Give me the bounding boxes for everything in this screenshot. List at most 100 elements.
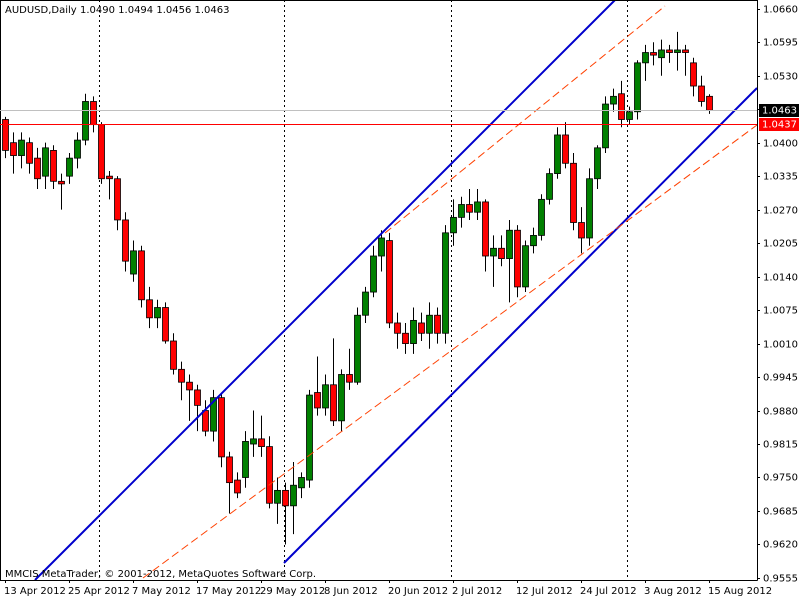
chart-title: AUDUSD,Daily — [5, 5, 77, 16]
candle-body — [338, 374, 345, 422]
level-label: 1.0437 — [762, 120, 797, 131]
candle-body — [562, 134, 569, 164]
candle-body — [74, 139, 81, 159]
candle-body — [578, 222, 585, 239]
candle-body — [242, 441, 249, 478]
y-tick-label: 0.9750 — [763, 473, 798, 484]
candle-body — [258, 438, 265, 447]
candle-body — [290, 484, 297, 507]
y-tick-label: 1.0595 — [763, 38, 798, 49]
candle-body — [650, 52, 657, 56]
candle-body — [298, 477, 305, 489]
y-tick-label: 1.0140 — [763, 273, 798, 284]
channel-line — [283, 87, 758, 564]
x-tick-label: 3 Aug 2012 — [644, 586, 702, 597]
candle-body — [234, 479, 241, 494]
candle-body — [410, 319, 417, 344]
candle-body — [658, 49, 665, 59]
candle-body — [674, 49, 681, 53]
candle-body — [450, 216, 457, 234]
candle-body — [330, 384, 337, 422]
candle-body — [58, 180, 65, 185]
y-tick-label: 1.0530 — [763, 72, 798, 83]
candle-body — [506, 229, 513, 259]
candle-body — [402, 332, 409, 344]
candle-body — [34, 157, 41, 180]
x-tick-label: 12 Jul 2012 — [516, 586, 573, 597]
candle-body — [202, 410, 209, 432]
candle-body — [354, 314, 361, 383]
x-tick-label: 17 May 2012 — [196, 586, 261, 597]
candle-body — [66, 157, 73, 177]
candle-body — [586, 178, 593, 239]
candle-body — [514, 229, 521, 288]
channel-dashed-line — [384, 5, 666, 234]
period-separators — [99, 0, 628, 580]
candle-body — [378, 237, 385, 257]
candle-body — [2, 119, 9, 151]
candle-body — [226, 456, 233, 484]
y-tick-label: 1.0075 — [763, 306, 798, 317]
candle-body — [370, 255, 377, 293]
y-tick-label: 1.0270 — [763, 206, 798, 217]
candle-body — [466, 204, 473, 213]
y-tick-label: 1.0335 — [763, 172, 798, 183]
candle-body — [130, 250, 137, 275]
channel-line — [34, 0, 616, 581]
candle-body — [114, 178, 121, 221]
bid-label: 1.0463 — [762, 106, 797, 117]
y-tick-label: 0.9685 — [763, 507, 798, 518]
x-tick-label: 24 Jul 2012 — [580, 586, 637, 597]
candle-body — [426, 314, 433, 334]
x-tick-label: 20 Jun 2012 — [388, 586, 448, 597]
candle-body — [434, 314, 441, 334]
candle-body — [418, 322, 425, 334]
candle-body — [282, 489, 289, 507]
candle-body — [698, 85, 705, 102]
y-tick-label: 1.0400 — [763, 139, 798, 150]
candle-body — [682, 49, 689, 53]
candle-body — [594, 147, 601, 180]
candle-body — [602, 103, 609, 149]
candle-body — [546, 173, 553, 200]
candle-body — [530, 234, 537, 247]
candle-body — [18, 139, 25, 156]
level-badge — [759, 118, 799, 131]
candle-body — [154, 307, 161, 319]
candle-body — [666, 49, 673, 53]
x-tick-label: 15 Aug 2012 — [708, 586, 772, 597]
candle-body — [42, 147, 49, 177]
x-tick-label: 29 May 2012 — [260, 586, 325, 597]
ohlc-header: 1.0490 1.0494 1.0456 1.0463 — [80, 5, 230, 16]
x-tick-label: 13 Apr 2012 — [4, 586, 66, 597]
candle-body — [90, 101, 97, 126]
y-tick-label: 1.0205 — [763, 239, 798, 250]
y-tick-label: 0.9620 — [763, 540, 798, 551]
candle-body — [250, 438, 257, 445]
candle-body — [178, 368, 185, 383]
candles — [2, 31, 713, 545]
candle-body — [458, 204, 465, 218]
candle-body — [386, 240, 393, 324]
y-tick-label: 0.9815 — [763, 440, 798, 451]
candle-body — [690, 62, 697, 87]
channel — [34, 0, 758, 581]
candle-body — [146, 299, 153, 319]
y-tick-label: 0.9880 — [763, 407, 798, 418]
candle-body — [706, 95, 713, 111]
candle-body — [314, 392, 321, 409]
candle-body — [346, 374, 353, 383]
y-tick-label: 0.9945 — [763, 373, 798, 384]
candle-body — [610, 95, 617, 105]
candle-body — [498, 247, 505, 259]
candle-body — [554, 134, 561, 174]
candle-body — [538, 198, 545, 236]
candle-body — [162, 307, 169, 342]
channel-dashed-line — [142, 124, 758, 579]
candle-body — [218, 397, 225, 458]
bid-badge — [759, 104, 799, 117]
candle-body — [362, 291, 369, 316]
candle-body — [186, 381, 193, 391]
